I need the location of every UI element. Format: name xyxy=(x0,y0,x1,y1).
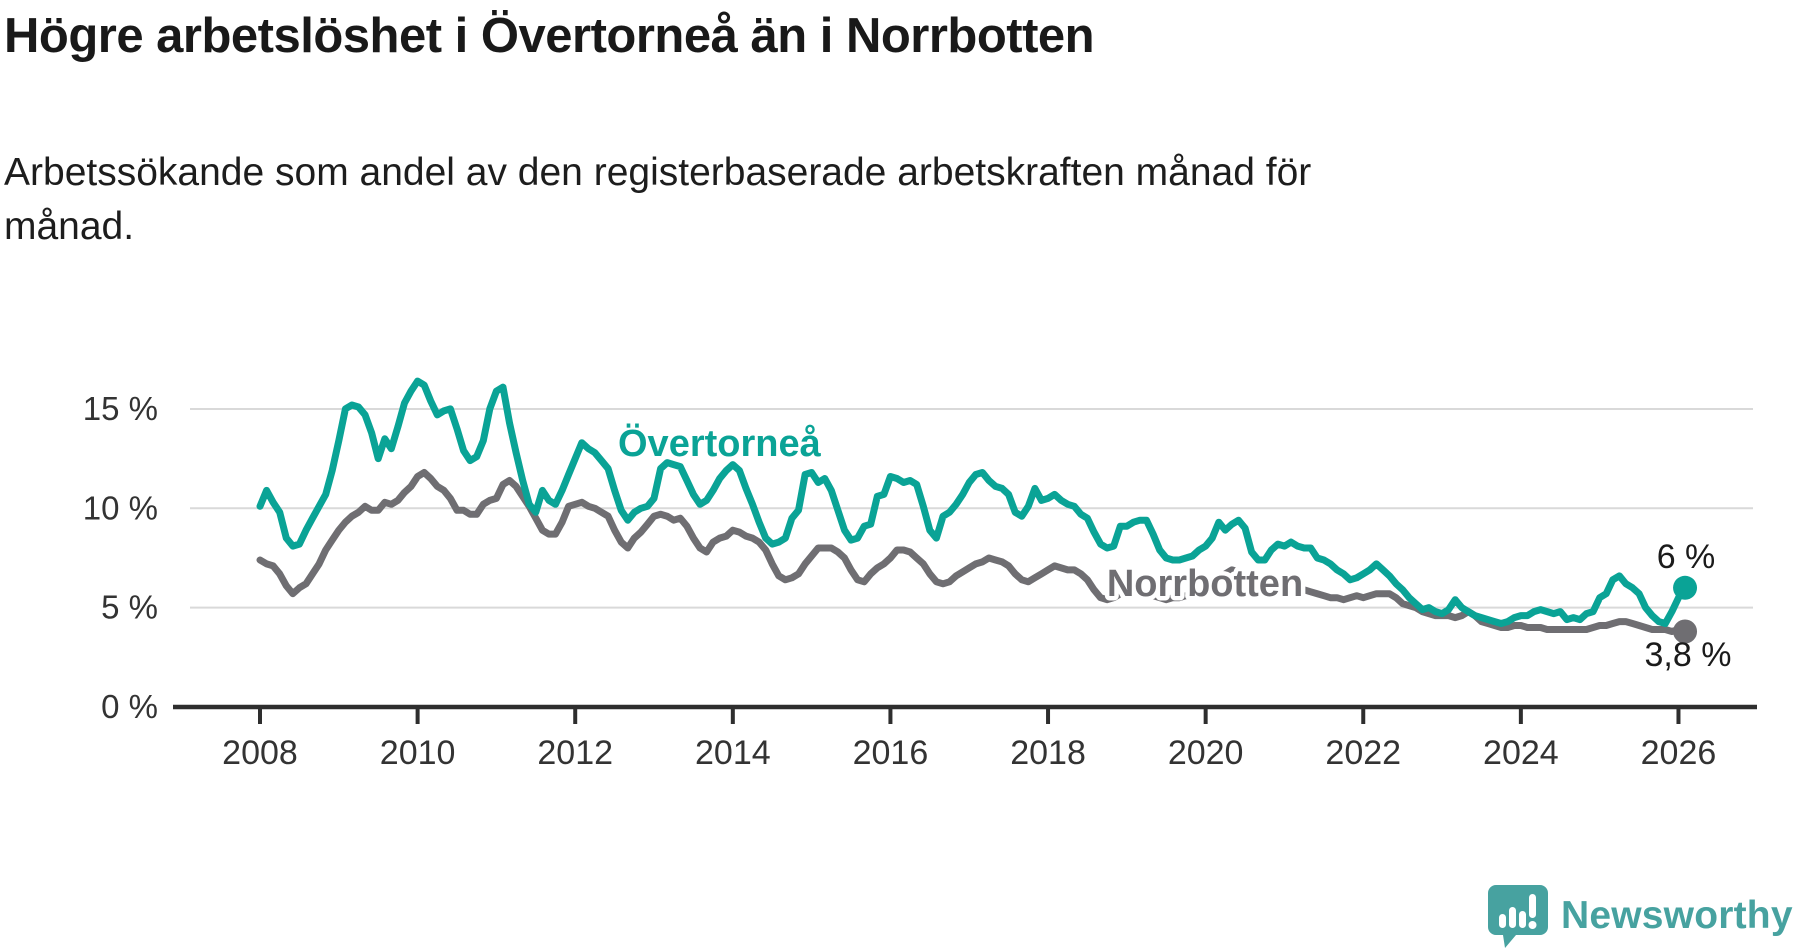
x-axis-tick-label: 2018 xyxy=(1010,734,1086,772)
end-value-label-overtornea: 6 % xyxy=(1657,538,1716,576)
newsworthy-logo-icon xyxy=(1488,885,1548,948)
y-axis-tick-label: 15 % xyxy=(83,390,158,427)
chart-subtitle-line2: månad. xyxy=(4,205,135,248)
newsworthy-logo-text: Newsworthy xyxy=(1561,894,1793,937)
x-axis-tick-label: 2022 xyxy=(1325,734,1401,772)
x-axis-tick-label: 2024 xyxy=(1483,734,1559,772)
y-axis-tick-label: 10 % xyxy=(83,489,158,526)
x-axis-tick-label: 2010 xyxy=(380,734,456,772)
end-dot-overtornea xyxy=(1673,575,1698,600)
logo-bubble-shape xyxy=(1488,885,1548,948)
end-dot-norrbotten xyxy=(1673,619,1698,644)
x-axis-tick-label: 2020 xyxy=(1168,734,1244,772)
chart-subtitle: Arbetssökande som andel av den registerb… xyxy=(4,146,1311,254)
chart-subtitle-line1: Arbetssökande som andel av den registerb… xyxy=(4,151,1312,194)
x-axis-tick-label: 2012 xyxy=(537,734,613,772)
end-value-label-norrbotten: 3,8 % xyxy=(1645,636,1732,674)
series-line-overtornea xyxy=(256,377,1689,627)
series-label-norrbotten: Norrbotten xyxy=(1107,563,1303,605)
newsworthy-logo: Newsworthy xyxy=(1486,883,1793,948)
y-axis-tick-label: 5 % xyxy=(101,589,158,626)
series-line-norrbotten xyxy=(256,469,1689,635)
y-axis-tick-label: 0 % xyxy=(101,688,158,725)
logo-barchart-glyph xyxy=(1499,894,1537,929)
x-axis-tick-label: 2008 xyxy=(222,734,298,772)
series-label-overtornea: Övertorneå xyxy=(618,422,822,465)
x-axis-tick-label: 2014 xyxy=(695,734,771,772)
chart-title: Högre arbetslöshet i Övertorneå än i Nor… xyxy=(4,9,1095,63)
x-axis-tick-label: 2026 xyxy=(1641,734,1717,772)
x-axis-tick-label: 2016 xyxy=(853,734,929,772)
